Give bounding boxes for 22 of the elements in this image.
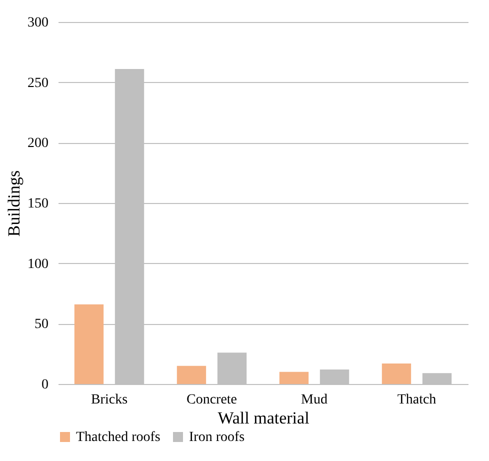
bar [74,304,104,384]
y-tick-label: 0 [42,378,48,392]
bar [382,363,412,384]
bar [422,373,452,384]
legend-label: Thatched roofs [76,430,160,445]
y-tick-label: 250 [28,76,48,91]
legend-label: Iron roofs [189,430,245,445]
bar [176,366,206,384]
bar [217,352,247,384]
y-tick-label: 300 [28,16,48,30]
x-tick-label: Concrete [186,392,238,408]
bar [320,370,350,384]
y-axis-title: Buildings [4,170,24,237]
y-tick-label: 100 [28,256,48,272]
x-tick-label: Thatch [397,392,436,408]
y-tick-label: 150 [28,196,48,212]
x-tick-label: Mud [301,392,328,408]
bar [279,372,309,384]
y-tick-label: 200 [28,136,48,152]
x-axis-title: Wall material [218,408,310,428]
x-tick-label: Bricks [90,392,128,408]
y-tick-label: 50 [34,317,48,332]
